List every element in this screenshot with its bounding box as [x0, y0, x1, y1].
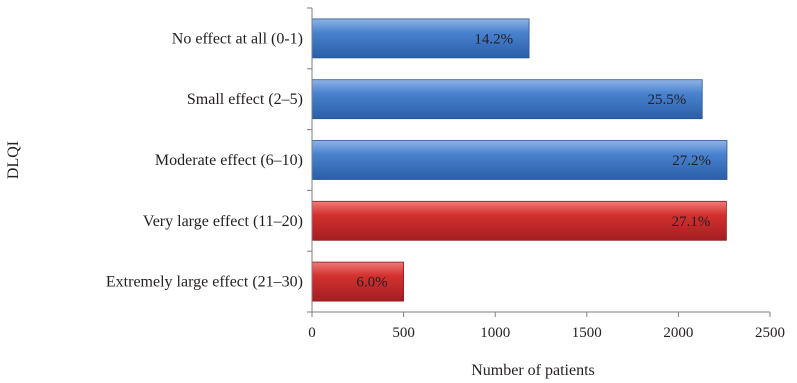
x-tick-label-3: 1500: [572, 325, 602, 341]
x-tick-label-1: 500: [392, 325, 415, 341]
x-tick-label-0: 0: [308, 325, 316, 341]
data-labels: 14.2% 25.5% 27.2% 27.1% 6.0%: [356, 31, 711, 290]
category-label-2: Small effect (2–5): [187, 91, 303, 108]
category-label-3: Moderate effect (6–10): [155, 152, 303, 169]
category-labels: No effect at all (0-1) Small effect (2–5)…: [106, 30, 303, 290]
x-tick-label-5: 2500: [755, 325, 785, 341]
category-label-4: Very large effect (11–20): [143, 213, 303, 230]
x-tick-label-4: 2000: [663, 325, 693, 341]
bars: [311, 18, 728, 302]
bar-5: [311, 261, 404, 302]
data-label-2: 25.5%: [647, 92, 686, 108]
x-tick-label-2: 1000: [480, 325, 510, 341]
x-axis-title: Number of patients: [471, 362, 595, 379]
data-label-3: 27.2%: [672, 153, 711, 169]
bar-2: [311, 79, 703, 120]
category-label-5: Extremely large effect (21–30): [106, 274, 303, 291]
bar-4: [311, 200, 727, 241]
bar-1: [311, 18, 530, 59]
data-label-5: 6.0%: [356, 275, 387, 291]
data-label-1: 14.2%: [474, 31, 513, 47]
data-label-4: 27.1%: [672, 214, 711, 230]
bar-3: [311, 140, 728, 180]
x-axis-ticks: 0 500 1000 1500 2000 2500: [307, 7, 785, 341]
y-axis-title: DLQI: [5, 141, 22, 179]
category-label-1: No effect at all (0-1): [172, 30, 303, 47]
